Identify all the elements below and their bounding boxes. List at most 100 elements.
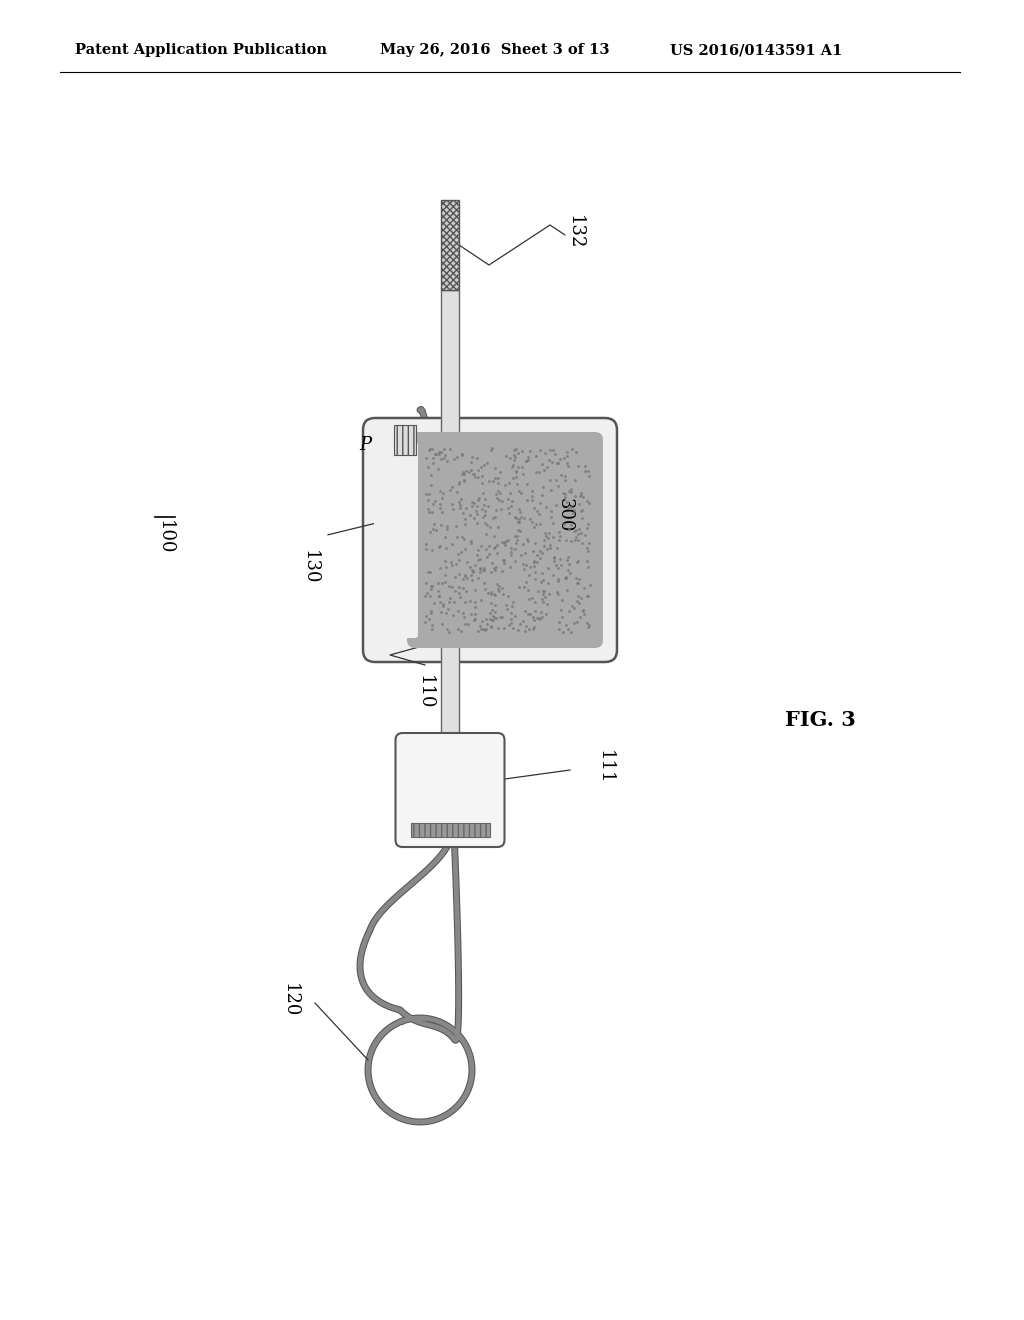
Point xyxy=(580,557,596,578)
Point xyxy=(578,455,594,477)
Point xyxy=(551,619,567,640)
Point xyxy=(424,540,440,561)
Point xyxy=(434,487,451,508)
Point xyxy=(489,473,506,494)
Point xyxy=(577,603,593,624)
Point xyxy=(503,609,519,630)
Point xyxy=(472,558,488,579)
Point xyxy=(455,462,471,483)
Point xyxy=(558,614,574,635)
Point xyxy=(461,461,477,482)
Point xyxy=(561,519,578,540)
Point xyxy=(436,572,453,593)
Point xyxy=(570,586,587,607)
Point xyxy=(518,528,535,549)
Point xyxy=(510,520,526,541)
Point xyxy=(469,447,485,469)
Point xyxy=(449,525,465,546)
Point xyxy=(479,495,496,516)
Point xyxy=(540,539,556,560)
Point xyxy=(455,503,471,524)
Point xyxy=(441,587,458,609)
Point xyxy=(555,622,571,643)
Point xyxy=(545,440,561,461)
Point xyxy=(552,449,568,470)
Point xyxy=(550,557,566,578)
Point xyxy=(473,499,489,520)
Point xyxy=(568,552,585,573)
Point xyxy=(508,461,524,482)
Point xyxy=(518,490,535,511)
Point xyxy=(539,594,555,615)
Point xyxy=(502,482,518,503)
Point xyxy=(495,583,511,605)
Point xyxy=(435,595,452,616)
Point xyxy=(478,453,495,474)
Point xyxy=(560,553,577,574)
Point xyxy=(494,561,510,582)
Point xyxy=(469,620,485,642)
Point xyxy=(507,525,523,546)
Point xyxy=(436,438,453,459)
Point xyxy=(546,546,562,568)
Point xyxy=(562,531,579,552)
Point xyxy=(424,502,440,523)
Point xyxy=(473,619,489,640)
Point xyxy=(541,449,557,470)
Point xyxy=(484,610,501,631)
Point xyxy=(435,594,452,615)
Point xyxy=(526,552,543,573)
Point xyxy=(525,616,542,638)
Point xyxy=(575,577,592,598)
Point xyxy=(435,483,452,504)
Point xyxy=(508,462,524,483)
Point xyxy=(511,577,527,598)
Point xyxy=(456,470,472,491)
Point xyxy=(558,529,574,550)
Point xyxy=(470,568,486,589)
Point xyxy=(432,498,449,519)
Point xyxy=(582,574,598,595)
Point xyxy=(500,585,516,606)
Point xyxy=(480,583,497,605)
Point xyxy=(522,603,539,624)
Point xyxy=(428,444,444,465)
Point xyxy=(543,500,559,521)
Point xyxy=(457,606,473,627)
Point xyxy=(453,543,469,564)
Point xyxy=(474,611,490,632)
Point xyxy=(527,462,544,483)
Point xyxy=(530,461,547,482)
Point xyxy=(557,568,573,589)
Point xyxy=(444,533,461,554)
Point xyxy=(447,554,464,576)
Text: P: P xyxy=(359,436,371,454)
Point xyxy=(564,595,581,616)
Point xyxy=(523,480,540,502)
Point xyxy=(442,479,459,500)
Point xyxy=(455,445,471,466)
Point xyxy=(558,442,574,463)
Point xyxy=(573,508,590,529)
Point xyxy=(445,499,462,520)
Point xyxy=(420,561,436,582)
Point xyxy=(529,500,546,521)
Point xyxy=(551,611,567,632)
Point xyxy=(515,533,531,554)
Point xyxy=(437,565,454,586)
Point xyxy=(579,550,595,572)
Point xyxy=(568,442,585,463)
Point xyxy=(534,572,550,593)
Point xyxy=(474,560,490,581)
Point xyxy=(565,597,582,618)
Point xyxy=(513,441,529,462)
Point xyxy=(483,616,500,638)
Point xyxy=(425,593,441,614)
Point xyxy=(466,466,482,487)
Point xyxy=(574,499,591,520)
Point xyxy=(463,533,479,554)
Point xyxy=(563,479,580,500)
Point xyxy=(454,444,470,465)
Point xyxy=(531,546,548,568)
Point xyxy=(482,440,499,461)
